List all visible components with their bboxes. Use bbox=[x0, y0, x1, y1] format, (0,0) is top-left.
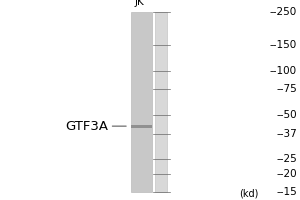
Text: --100: --100 bbox=[270, 66, 297, 76]
Text: --15: --15 bbox=[276, 187, 297, 197]
Bar bbox=[130, 125, 152, 128]
Text: GTF3A: GTF3A bbox=[65, 120, 109, 133]
Text: --75: --75 bbox=[276, 84, 297, 94]
Text: --25: --25 bbox=[276, 154, 297, 164]
Text: JK: JK bbox=[135, 0, 144, 7]
Text: --250: --250 bbox=[270, 7, 297, 17]
Text: --50: --50 bbox=[276, 110, 297, 120]
Text: --20: --20 bbox=[276, 169, 297, 179]
Text: --150: --150 bbox=[270, 40, 297, 50]
Bar bbox=[154, 12, 166, 192]
Text: (kd): (kd) bbox=[239, 188, 259, 198]
Text: --37: --37 bbox=[276, 129, 297, 139]
Bar bbox=[130, 12, 152, 192]
